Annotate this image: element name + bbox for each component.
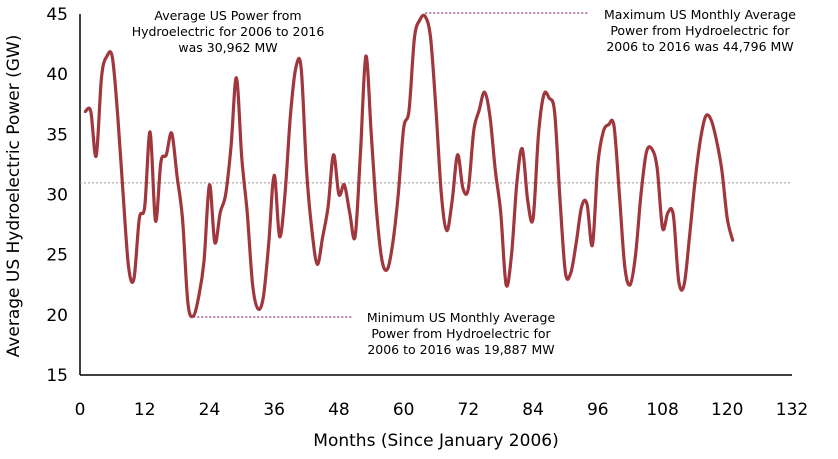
y-tick-label: 35 — [46, 125, 68, 145]
x-tick-label: 24 — [199, 400, 221, 420]
annotation-text-line: Power from Hydroelectric for — [371, 326, 551, 341]
x-tick-label: 72 — [458, 400, 480, 420]
x-axis-title: Months (Since January 2006) — [313, 431, 558, 451]
annotation-text-line: Hydroelectric for 2006 to 2016 — [132, 24, 325, 39]
y-axis-title: Average US Hydroelectric Power (GW) — [4, 35, 24, 358]
annotation-text-line: Power from Hydroelectric for — [610, 23, 790, 38]
x-tick-label: 12 — [134, 400, 156, 420]
y-tick-label: 20 — [46, 306, 68, 326]
x-tick-label: 120 — [711, 400, 743, 420]
y-tick-label: 15 — [46, 366, 68, 386]
annotation-text-line: 2006 to 2016 was 44,796 MW — [606, 39, 793, 54]
x-tick-label: 132 — [776, 400, 808, 420]
axes — [79, 14, 792, 376]
annotation-text-line: Minimum US Monthly Average — [367, 310, 556, 325]
x-tick-label: 108 — [646, 400, 678, 420]
y-tick-label: 25 — [46, 246, 68, 266]
x-tick-label: 36 — [263, 400, 285, 420]
x-tick-label: 96 — [587, 400, 609, 420]
y-tick-label: 30 — [46, 186, 68, 206]
x-tick-label: 0 — [75, 400, 86, 420]
annotation-text-line: Average US Power from — [154, 8, 301, 23]
y-tick-label: 45 — [46, 5, 68, 25]
series-line — [83, 13, 735, 319]
x-tick-label: 84 — [522, 400, 544, 420]
annotation-text-line: was 30,962 MW — [178, 40, 277, 55]
y-tick-labels: 15 20 25 30 35 40 45 — [46, 5, 68, 386]
annotation-text-line: 2006 to 2016 was 19,887 MW — [367, 342, 554, 357]
x-tick-labels: 0 12 24 36 48 60 72 84 96 108 120 132 — [75, 400, 809, 420]
y-tick-label: 40 — [46, 65, 68, 85]
x-tick-label: 48 — [328, 400, 350, 420]
x-tick-label: 60 — [393, 400, 415, 420]
annotation-text-line: Maximum US Monthly Average — [604, 7, 796, 22]
